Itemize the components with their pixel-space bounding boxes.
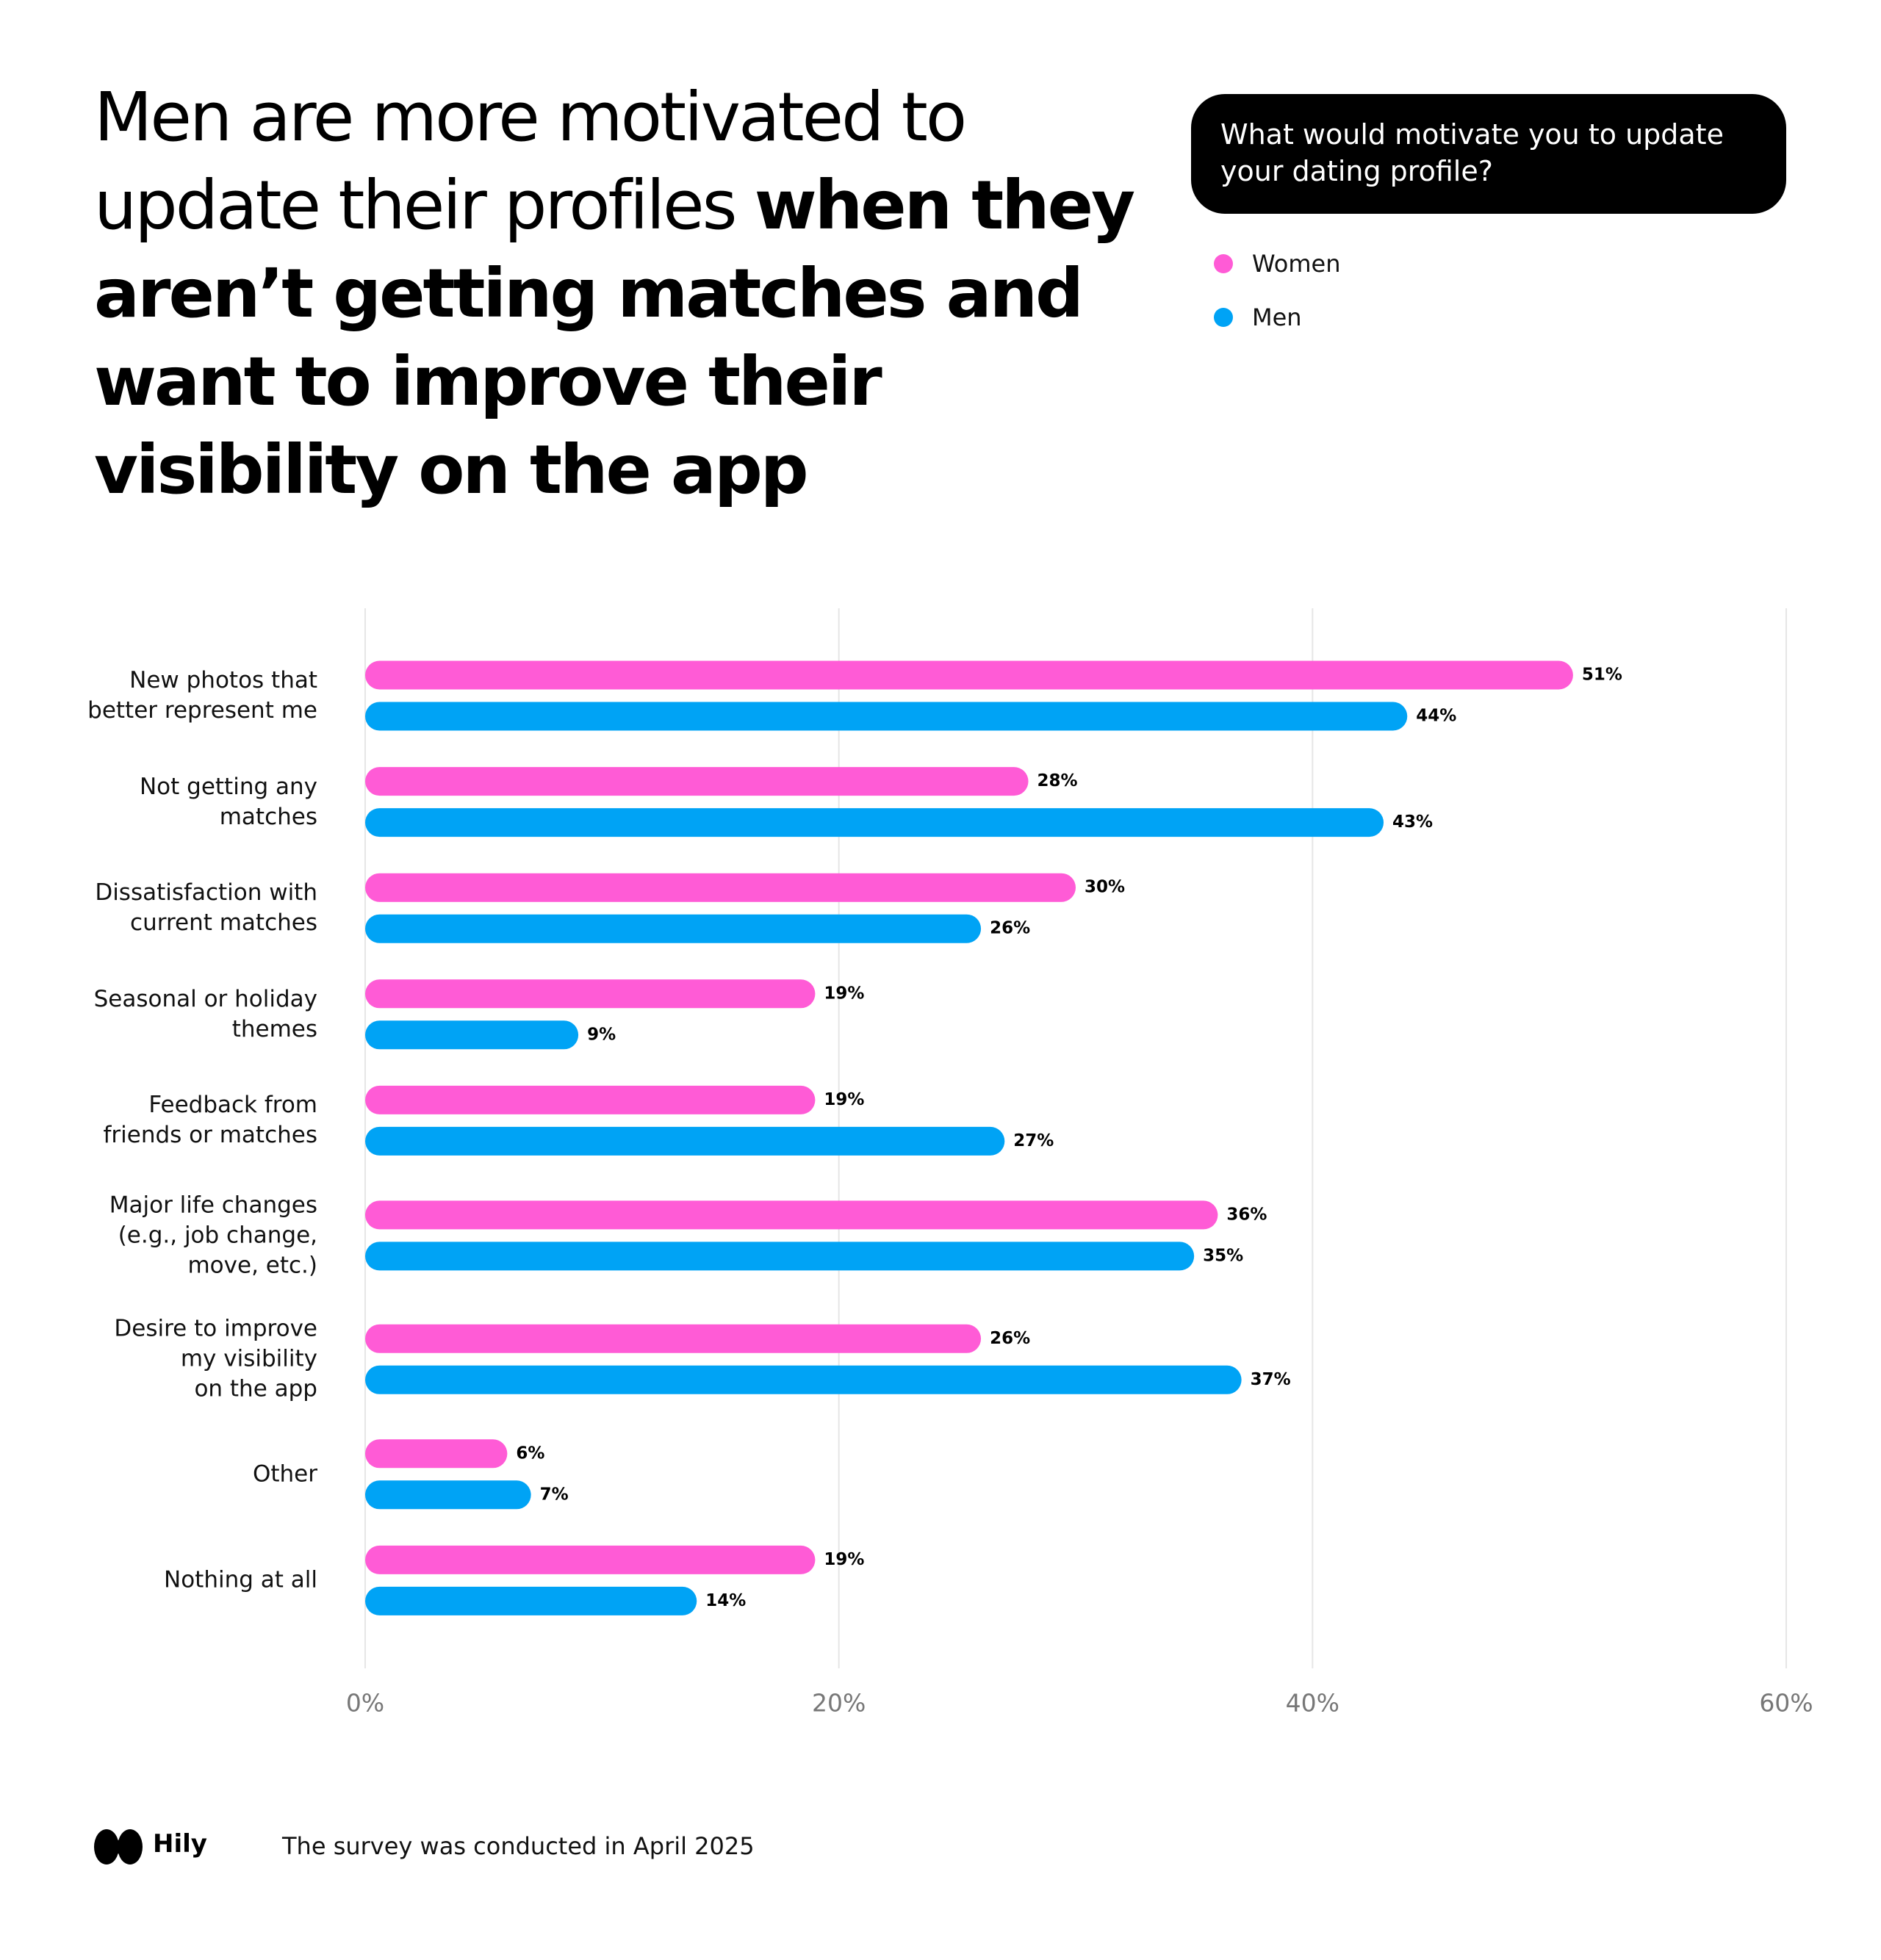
- bar: [365, 1324, 982, 1353]
- value-label: 51%: [1582, 666, 1622, 685]
- value-label: 26%: [990, 919, 1030, 938]
- subtitle: What would motivate you to update your d…: [1220, 118, 1724, 187]
- brand-logo: [94, 1829, 143, 1864]
- bar: [365, 1365, 1242, 1394]
- value-label: 7%: [540, 1485, 569, 1504]
- category-label: Other: [252, 1460, 317, 1488]
- value-label: 6%: [516, 1444, 544, 1463]
- bar: [365, 1020, 579, 1050]
- bar: [365, 1545, 816, 1574]
- chart-title: Men are more motivated to update their p…: [94, 73, 1152, 514]
- title-regular: Men are more motivated to update their p…: [94, 78, 967, 245]
- legend-marker: [1214, 308, 1233, 327]
- bar: [365, 1242, 1195, 1271]
- value-label: 9%: [587, 1025, 616, 1044]
- value-label: 30%: [1085, 878, 1125, 897]
- bar: [365, 767, 1029, 796]
- bar: [365, 1085, 816, 1114]
- bar: [365, 1439, 508, 1469]
- category-label: Seasonal or holiday themes: [93, 985, 317, 1042]
- category-label: Feedback from friends or matches: [103, 1092, 317, 1149]
- bar: [365, 1126, 1005, 1156]
- value-label: 28%: [1037, 771, 1078, 790]
- value-label: 14%: [705, 1591, 746, 1610]
- bar: [365, 1586, 697, 1615]
- value-label: 27%: [1013, 1131, 1054, 1150]
- value-label: 19%: [824, 1090, 864, 1109]
- value-label: 43%: [1392, 813, 1433, 832]
- bar: [365, 873, 1076, 902]
- brand: Hily: [153, 1829, 207, 1859]
- category-label: Not getting any matches: [139, 773, 317, 830]
- x-tick-label: 20%: [812, 1689, 866, 1718]
- bar: [365, 1480, 531, 1510]
- legend-label: Women: [1252, 250, 1341, 278]
- bar: [365, 979, 816, 1009]
- value-label: 36%: [1226, 1205, 1267, 1224]
- category-label: Dissatisfaction with current matches: [95, 879, 317, 937]
- x-tick-label: 60%: [1759, 1689, 1813, 1718]
- value-label: 19%: [824, 984, 864, 1003]
- value-label: 44%: [1416, 707, 1456, 726]
- value-label: 35%: [1203, 1246, 1243, 1265]
- footnote: The survey was conducted in April 2025: [282, 1832, 755, 1860]
- category-label: Nothing at all: [164, 1566, 317, 1593]
- value-label: 37%: [1251, 1370, 1291, 1389]
- legend-label: Men: [1252, 303, 1302, 331]
- value-label: 19%: [824, 1550, 864, 1569]
- legend-marker: [1214, 254, 1233, 273]
- bar: [365, 1200, 1218, 1230]
- category-label: New photos that better represent me: [87, 667, 317, 724]
- category-label: Major life changes (e.g., job change, mo…: [109, 1192, 317, 1279]
- bar: [365, 702, 1408, 731]
- x-tick-label: 40%: [1286, 1689, 1339, 1718]
- category-label: Desire to improve my visibility on the a…: [114, 1315, 317, 1402]
- bar: [365, 808, 1384, 837]
- bar: [365, 914, 982, 943]
- question-box: What would motivate you to update your d…: [1191, 94, 1786, 214]
- x-tick-label: 0%: [346, 1689, 384, 1718]
- title-bold: when they aren’t getting matches and wan…: [94, 166, 1135, 509]
- value-label: 26%: [990, 1329, 1030, 1348]
- bar: [365, 660, 1573, 690]
